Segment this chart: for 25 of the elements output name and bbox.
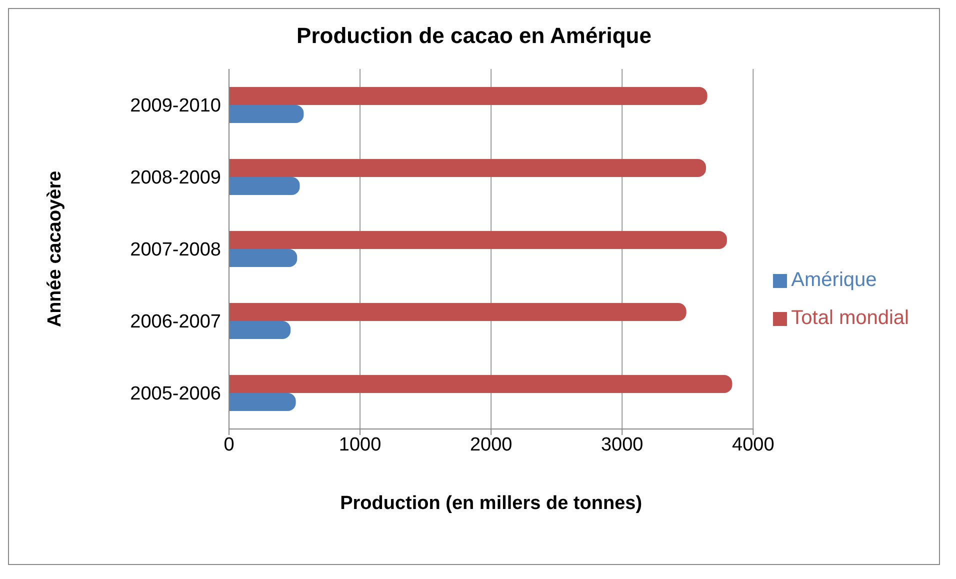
bar [229,87,708,105]
chart-title: Production de cacao en Amérique [296,23,652,49]
bar [229,249,298,267]
x-tick-label: 4000 [732,434,774,456]
y-tick-label: 2006-2007 [130,312,221,333]
bar [229,105,304,123]
x-tick-label: 0 [224,434,234,456]
y-tick-label: 2008-2009 [130,168,221,189]
y-axis-title: Année cacaoyère [44,170,66,328]
bar [229,321,291,339]
legend-label: Amérique [791,269,877,291]
bar [229,393,296,411]
x-tick-label: 1000 [338,434,382,456]
bar [229,177,300,195]
x-tick-label: 2000 [470,434,512,456]
bar [229,303,686,321]
x-tick-label: 3000 [600,434,644,456]
bar [229,159,706,177]
bar [229,231,727,249]
bar [229,375,732,393]
y-tick-label: 2007-2008 [130,240,221,261]
y-tick-label: 2009-2010 [130,96,221,117]
x-axis-title: Production (en millers de tonnes) [340,493,642,514]
legend-label: Total mondial [791,307,909,329]
y-tick-label: 2005-2006 [130,384,221,405]
